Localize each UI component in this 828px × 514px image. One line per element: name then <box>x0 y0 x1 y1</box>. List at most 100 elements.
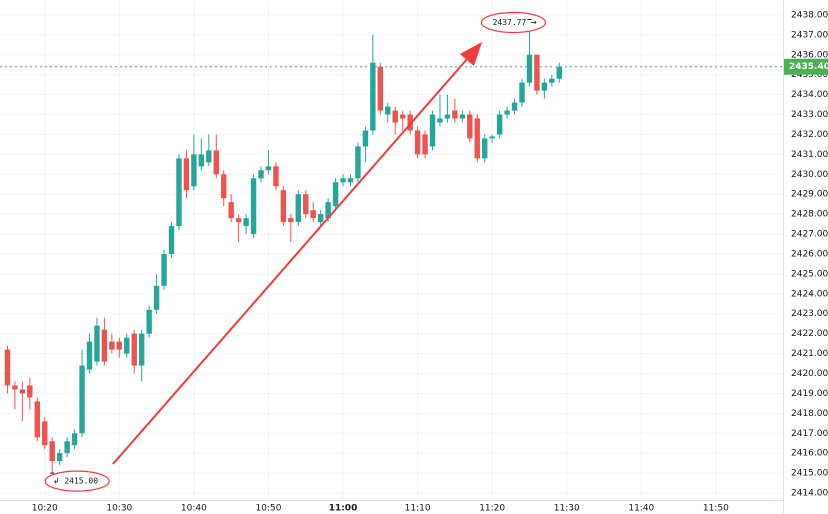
candle-body <box>168 226 175 254</box>
candle-body <box>49 441 55 462</box>
candle-body <box>27 385 33 398</box>
candle-body <box>153 285 160 310</box>
candle-body <box>213 150 219 175</box>
candle-body <box>131 333 137 366</box>
candle-body <box>496 114 503 135</box>
y-tick-label: 2418.00 <box>791 409 828 419</box>
y-tick-label: 2437.00 <box>791 30 828 40</box>
candle-body <box>56 453 63 462</box>
arrow-line <box>112 57 469 465</box>
candle-body <box>317 214 324 223</box>
x-tick-label: 10:40 <box>181 504 207 514</box>
candle-body <box>161 253 167 286</box>
candle-body <box>385 106 391 115</box>
candle-body <box>124 337 130 354</box>
y-tick-label: 2426.00 <box>791 249 828 259</box>
candle-body <box>489 136 495 139</box>
trend-arrow <box>112 42 482 465</box>
candle-body <box>12 385 18 390</box>
annotation-arrow: → <box>530 18 537 27</box>
candle-body <box>332 182 339 207</box>
candle-body <box>34 401 40 438</box>
x-tick-label: 11:40 <box>628 504 654 514</box>
y-tick-label: 2427.00 <box>791 230 828 240</box>
last-price-label: 2435.40 <box>789 62 828 72</box>
candle-body <box>109 341 115 350</box>
y-tick-label: 2435.00 <box>791 70 828 80</box>
candle-body <box>467 114 473 139</box>
y-tick-label: 2425.00 <box>791 269 828 279</box>
candle-body <box>228 202 234 219</box>
candle-body <box>347 178 354 183</box>
candle-body <box>414 130 421 155</box>
candle-body <box>459 114 466 119</box>
candle-body <box>526 54 533 83</box>
candle-body <box>265 166 272 171</box>
y-tick-label: 2421.00 <box>791 349 828 359</box>
y-tick-label: 2438.00 <box>791 10 828 20</box>
x-tick-label: 11:50 <box>703 504 729 514</box>
candle-body <box>243 218 249 227</box>
candle-body <box>303 194 309 215</box>
candle-body <box>4 349 11 386</box>
candle-body <box>101 329 108 362</box>
candles <box>4 19 562 474</box>
candle-body <box>198 154 205 167</box>
y-tick-label: 2428.00 <box>791 210 828 220</box>
candle-body <box>64 441 70 454</box>
y-tick-label: 2422.00 <box>791 329 828 339</box>
x-tick-label: 10:50 <box>255 504 281 514</box>
candle-body <box>407 114 413 131</box>
candle-body <box>325 202 331 219</box>
candle-body <box>541 82 548 91</box>
candle-body <box>258 170 264 179</box>
candle-body <box>511 102 518 111</box>
x-tick-label: 10:30 <box>106 504 132 514</box>
candle-body <box>377 66 384 111</box>
candle-body <box>422 134 428 155</box>
x-tick-label: 11:00 <box>329 504 358 514</box>
y-tick-label: 2429.00 <box>791 190 828 200</box>
y-tick-label: 2419.00 <box>791 389 828 399</box>
annotation-circle <box>480 11 547 34</box>
candle-body <box>295 194 301 223</box>
candle-body <box>42 421 48 446</box>
candle-body <box>221 174 227 199</box>
labels: 2414.00 2415.00 2416.00 2417.00 2418.00 2419.… <box>0 10 828 514</box>
arrow-head <box>460 42 482 66</box>
candle-body <box>86 341 93 370</box>
x-tick-label: 11:20 <box>479 504 505 514</box>
candle-body <box>310 210 316 219</box>
candle-body <box>191 154 197 187</box>
candle-body <box>519 82 525 103</box>
annotation-circle <box>44 470 110 492</box>
candle-body <box>176 158 182 227</box>
candle-body <box>429 114 436 147</box>
candle-body <box>392 110 398 123</box>
x-tick-label: 11:10 <box>405 504 431 514</box>
y-tick-label: 2430.00 <box>791 170 828 180</box>
last-price-box <box>784 58 828 75</box>
candle-body <box>116 341 123 350</box>
y-tick-label: 2431.00 <box>791 150 828 160</box>
candle-body <box>138 333 145 366</box>
y-tick-label: 2433.00 <box>791 110 828 120</box>
candle-body <box>340 178 346 183</box>
annotation-arrow: ↲ <box>53 477 60 486</box>
candle-body <box>437 118 443 123</box>
annotation-label: 2415.00 <box>64 477 98 486</box>
candle-body <box>19 389 26 394</box>
candle-body <box>452 110 458 119</box>
candle-body <box>206 150 212 163</box>
candle-body <box>444 114 451 119</box>
x-tick-label: 11:30 <box>554 504 580 514</box>
candle-body <box>504 110 510 115</box>
y-tick-label: 2424.00 <box>791 289 828 299</box>
candle-body <box>399 114 406 119</box>
candle-body <box>273 166 279 187</box>
y-tick-label: 2420.00 <box>791 369 828 379</box>
x-tick-label: 10:20 <box>32 504 58 514</box>
y-tick-label: 2417.00 <box>791 429 828 439</box>
annotation-label: 2437.77 <box>493 18 527 27</box>
